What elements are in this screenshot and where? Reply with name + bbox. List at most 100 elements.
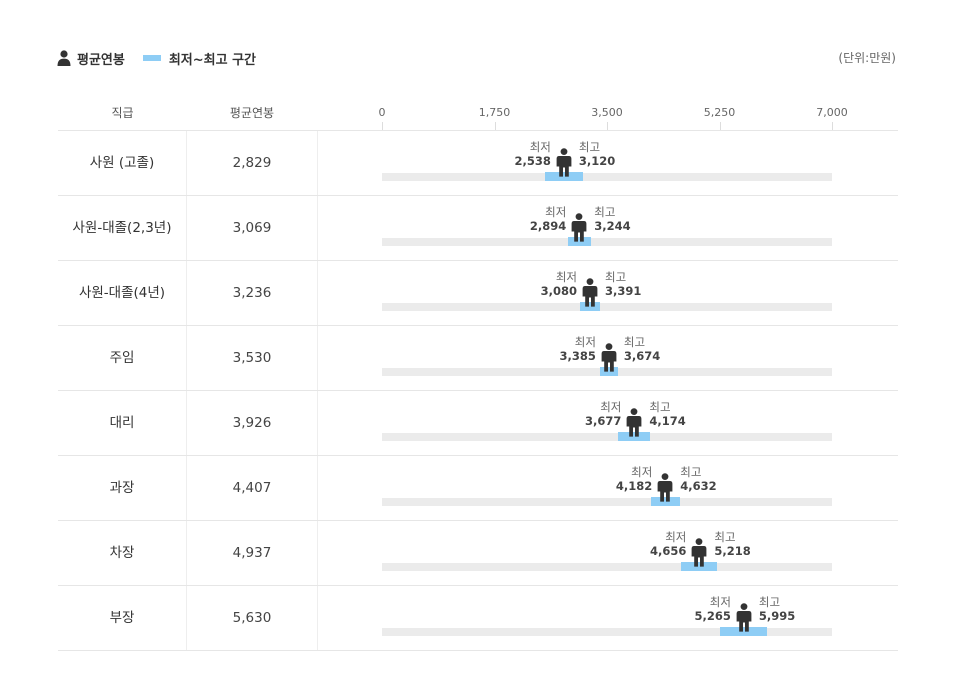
table-row: 사원-대졸(4년) 3,236 최저 3,080 최고 3,391 [58, 261, 898, 326]
min-caption: 최저 [600, 400, 622, 414]
avg-salary-cell: 3,236 [187, 261, 318, 325]
max-label: 최고 5,995 [759, 595, 795, 623]
max-caption: 최고 [594, 205, 616, 219]
rank-cell: 대리 [58, 391, 187, 455]
rank-cell: 차장 [58, 521, 187, 585]
max-value: 3,674 [623, 349, 661, 363]
min-label: 최저 3,677 [585, 400, 621, 428]
max-caption: 최고 [758, 595, 781, 609]
max-caption: 최고 [605, 270, 627, 284]
min-value: 3,080 [540, 284, 578, 298]
min-label: 최저 3,080 [541, 270, 577, 298]
x-tick-label: 5,250 [703, 106, 736, 119]
avg-person-marker [657, 473, 673, 502]
min-caption: 최저 [709, 595, 731, 609]
legend: 평균연봉 최저~최고 구간 [57, 48, 256, 68]
range-bar [599, 367, 619, 376]
max-value: 3,244 [594, 219, 631, 233]
max-value: 4,174 [649, 414, 686, 428]
min-value: 2,894 [529, 219, 567, 233]
avg-person-marker [691, 538, 707, 567]
table-row: 주임 3,530 최저 3,385 최고 3,674 [58, 326, 898, 391]
rank-cell: 부장 [58, 586, 187, 650]
rank-cell: 주임 [58, 326, 187, 390]
range-bar [681, 562, 718, 571]
range-track [382, 303, 832, 311]
range-bar [720, 627, 768, 636]
person-icon [57, 50, 71, 66]
avg-salary-cell: 3,530 [187, 326, 318, 390]
min-value: 3,385 [559, 349, 596, 363]
range-bar [618, 432, 651, 441]
range-bar [545, 172, 583, 181]
max-value: 3,391 [605, 284, 642, 298]
x-tick-label: 0 [378, 106, 386, 119]
max-caption: 최고 [680, 465, 702, 479]
table-row: 사원-대졸(2,3년) 3,069 최저 2,894 최고 3,244 [58, 196, 898, 261]
min-caption: 최저 [545, 205, 567, 219]
min-caption: 최저 [555, 270, 578, 284]
range-bar [650, 497, 680, 506]
max-caption: 최고 [714, 530, 736, 544]
rank-cell: 사원-대졸(4년) [58, 261, 187, 325]
x-tick-label: 7,000 [816, 106, 848, 119]
min-label: 최저 4,656 [650, 530, 686, 558]
max-label: 최고 3,674 [624, 335, 660, 363]
x-tick-mark [832, 122, 833, 130]
min-label: 최저 2,894 [530, 205, 566, 233]
x-tick-mark [382, 122, 383, 130]
range-bar [580, 302, 600, 311]
max-label: 최고 4,632 [680, 465, 716, 493]
range-track [382, 498, 832, 506]
range-bar [568, 237, 591, 246]
min-value: 4,656 [649, 544, 687, 558]
min-label: 최저 2,538 [514, 140, 550, 168]
min-caption: 최저 [631, 465, 653, 479]
max-value: 5,995 [758, 609, 796, 623]
avg-salary-cell: 5,630 [187, 586, 318, 650]
chart-rows: 사원 (고졸) 2,829 최저 2,538 최고 3,120 사원-대졸(2,3년) 3,0… [58, 131, 898, 651]
max-label: 최고 3,244 [594, 205, 630, 233]
column-header-avg: 평균연봉 [229, 106, 275, 120]
avg-salary-cell: 4,407 [187, 456, 318, 520]
max-label: 최고 3,391 [605, 270, 641, 298]
max-caption: 최고 [649, 400, 671, 414]
min-label: 최저 3,385 [560, 335, 596, 363]
max-label: 최고 5,218 [714, 530, 750, 558]
rank-cell: 사원 (고졸) [58, 131, 187, 195]
avg-salary-cell: 3,926 [187, 391, 318, 455]
x-tick-label: 3,500 [591, 106, 623, 119]
table-row: 대리 3,926 최저 3,677 최고 4,174 [58, 391, 898, 456]
table-row: 과장 4,407 최저 4,182 최고 4,632 [58, 456, 898, 521]
max-value: 4,632 [680, 479, 717, 493]
min-caption: 최저 [529, 140, 551, 154]
table-row: 차장 4,937 최저 4,656 최고 5,218 [58, 521, 898, 586]
x-tick-mark [719, 122, 721, 130]
table-row: 부장 5,630 최저 5,265 최고 5,995 [58, 586, 898, 651]
avg-person-marker [736, 603, 752, 632]
max-caption: 최고 [578, 140, 601, 154]
avg-salary-cell: 4,937 [187, 521, 318, 585]
avg-person-marker [626, 408, 642, 437]
range-track [382, 238, 832, 246]
header-divider [58, 130, 898, 131]
min-label: 최저 5,265 [695, 595, 731, 623]
range-track [382, 563, 832, 571]
max-value: 3,120 [578, 154, 616, 168]
avg-person-marker [582, 278, 598, 307]
table-header: 직급 평균연봉 0 1,750 3,500 5,250 7,000 [58, 96, 898, 131]
range-track [382, 628, 832, 636]
min-label: 최저 4,182 [616, 465, 652, 493]
rank-cell: 사원-대졸(2,3년) [58, 196, 187, 260]
avg-person-marker [601, 343, 617, 372]
max-value: 5,218 [714, 544, 751, 558]
max-label: 최고 4,174 [649, 400, 685, 428]
x-tick-label: 1,750 [478, 106, 511, 119]
table-row: 사원 (고졸) 2,829 최저 2,538 최고 3,120 [58, 131, 898, 196]
avg-person-marker [556, 148, 572, 177]
rank-cell: 과장 [58, 456, 187, 520]
column-header-rank: 직급 [111, 106, 134, 120]
max-caption: 최고 [623, 335, 646, 349]
avg-person-marker [571, 213, 587, 242]
avg-salary-cell: 2,829 [187, 131, 318, 195]
